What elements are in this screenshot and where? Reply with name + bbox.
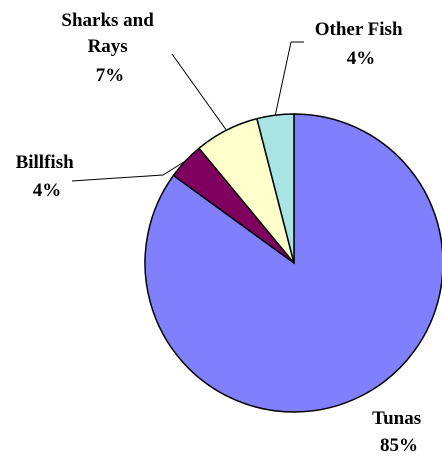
slice-percent-billfish: 4% bbox=[33, 180, 62, 201]
slice-name-sharks-line2: Rays bbox=[88, 36, 128, 57]
slice-name-tunas: Tunas bbox=[372, 408, 421, 429]
slice-label-tunas: Tunas 85% bbox=[372, 408, 426, 456]
slice-name-sharks-line1: Sharks and bbox=[61, 10, 154, 31]
slice-percent-tunas: 85% bbox=[380, 435, 418, 456]
leader-lines bbox=[71, 41, 304, 182]
slice-percent-other-fish: 4% bbox=[347, 48, 376, 69]
leader-line-billfish bbox=[71, 160, 186, 182]
leader-line-other-fish bbox=[274, 41, 304, 116]
slice-percent-sharks-and-rays: 7% bbox=[96, 65, 125, 86]
slice-name-billfish: Billfish bbox=[16, 152, 75, 173]
slice-label-sharks-and-rays: Sharks and Rays 7% bbox=[61, 10, 158, 86]
pie-slices bbox=[144, 113, 442, 413]
slice-name-other-fish: Other Fish bbox=[315, 19, 403, 40]
leader-line-sharks-and-rays bbox=[171, 53, 227, 131]
slice-label-other-fish: Other Fish 4% bbox=[315, 19, 408, 69]
slice-label-billfish: Billfish 4% bbox=[16, 152, 79, 201]
